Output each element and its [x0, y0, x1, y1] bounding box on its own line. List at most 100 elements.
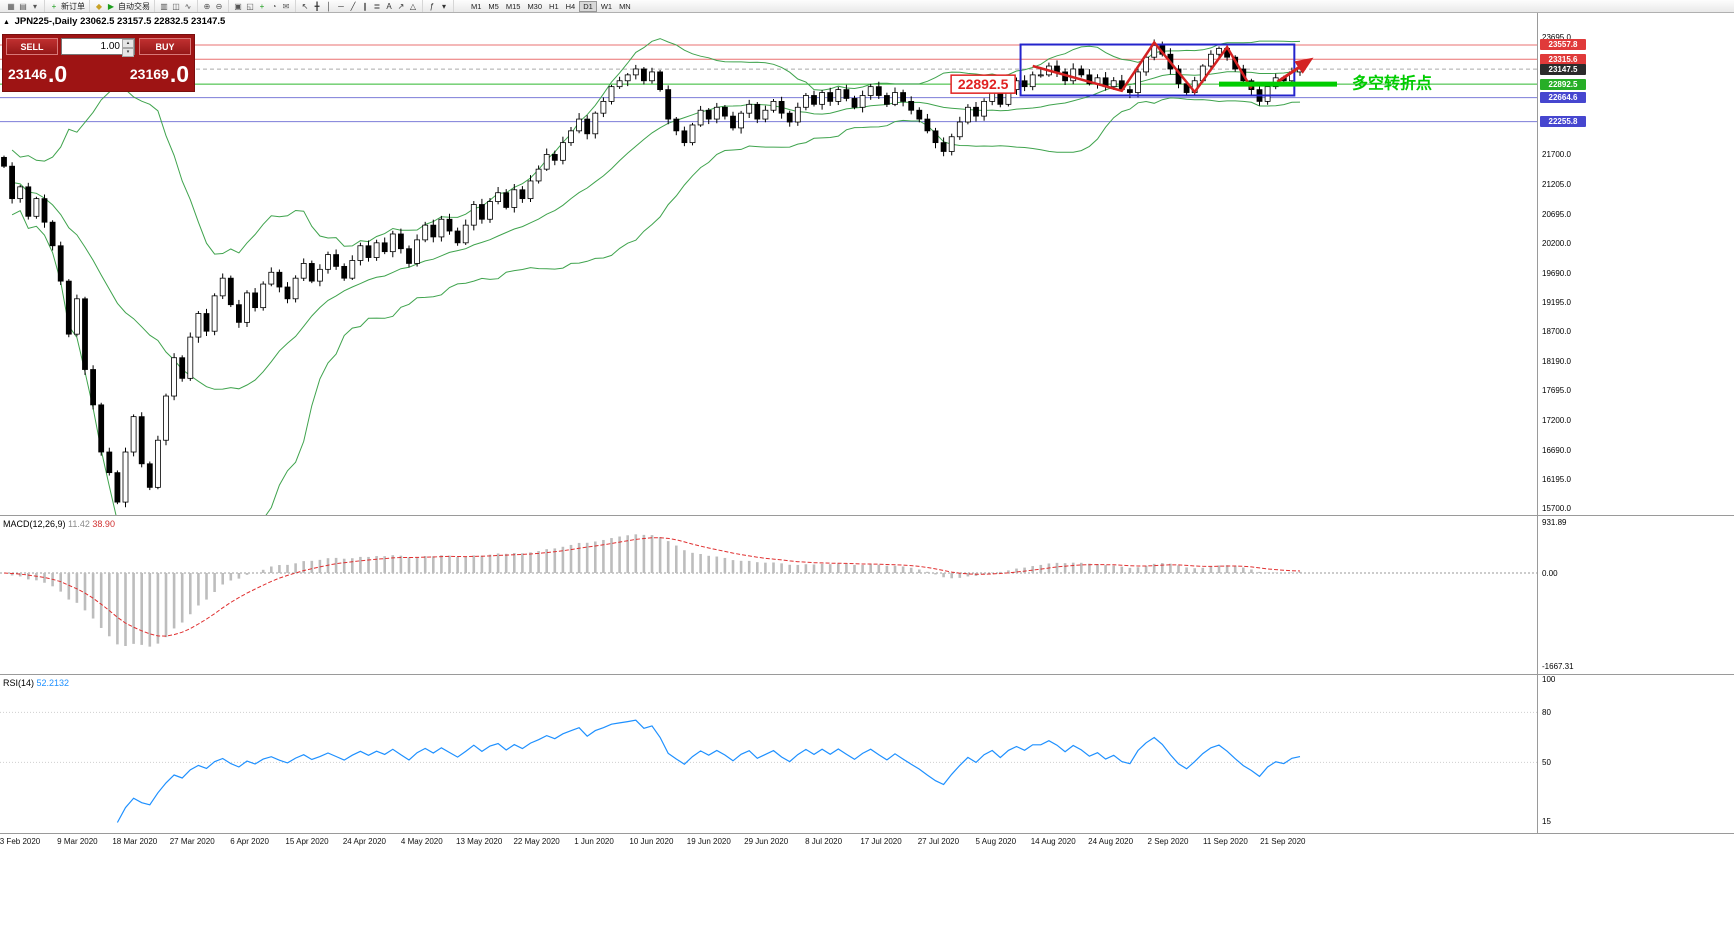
symbol-period-label: JPN225-,Daily [14, 16, 78, 27]
vertical-line-icon[interactable]: │ [326, 1, 332, 11]
mail-icon[interactable]: ✉ [282, 1, 290, 11]
price-axis[interactable]: 23695.0 21700.0 21205.0 20695.0 20200.0 19690… [1538, 13, 1734, 833]
autotrading-label[interactable]: 自动交易 [118, 1, 150, 11]
buy-price: 23169.0 [130, 60, 189, 88]
price-axis-label: 19690.0 [1542, 268, 1571, 278]
bar-chart-icon[interactable]: ▥ [160, 1, 168, 11]
sell-price: 23146.0 [8, 60, 67, 88]
profiles-icon[interactable]: ▤ [19, 1, 27, 11]
timeframe-m1[interactable]: M1 [471, 1, 482, 11]
volume-increase-button[interactable]: ▴ [122, 39, 134, 48]
cursor-icon[interactable]: ↖ [301, 1, 309, 11]
timeframe-mn[interactable]: MN [619, 1, 631, 11]
macd-axis-label: 931.89 [1542, 518, 1567, 527]
buy-arrow[interactable] [1276, 57, 1314, 84]
toolbar-group: ƒ ▾ [423, 0, 454, 12]
one-click-collapse-toggle[interactable]: ▲ [3, 19, 10, 26]
date-axis-label: 9 Mar 2020 [57, 837, 98, 846]
turning-point-note[interactable]: 多空转折点 [1352, 73, 1432, 92]
macd-axis-label: 0.00 [1542, 569, 1558, 578]
buy-button[interactable]: BUY [139, 38, 191, 55]
indicators-icon[interactable]: ƒ [429, 1, 435, 11]
date-axis-label: 24 Apr 2020 [342, 837, 386, 846]
macd-axis-label: -1667.31 [1542, 662, 1574, 671]
rsi-panel-chart[interactable] [0, 675, 1537, 833]
zoom-out-icon[interactable]: ⊖ [215, 1, 223, 11]
main-price-chart[interactable]: 多空转折点 22892.5 [0, 13, 1537, 515]
shapes-icon[interactable]: △ [409, 1, 417, 11]
date-axis-border [0, 833, 1734, 834]
channel-icon[interactable]: ∥ [363, 1, 367, 11]
price-level-badge: 23557.8 [1540, 39, 1586, 51]
volume-input[interactable] [62, 39, 122, 54]
date-axis-label: 8 Jul 2020 [805, 837, 843, 846]
rsi-axis-label: 50 [1542, 758, 1551, 768]
fibonacci-icon[interactable]: ≣ [373, 1, 381, 11]
macd-axis: 931.89 0.00 -1667.31 [1538, 516, 1734, 674]
timeframe-m30[interactable]: M30 [527, 1, 543, 11]
volume-stepper: ▴ ▾ [122, 39, 134, 57]
timeframe-d1[interactable]: D1 [579, 0, 597, 12]
macd-panel-chart[interactable] [0, 516, 1537, 674]
toolbar-group: ↖ ╋ │ ─ ╱ ∥ ≣ A ↗ △ [296, 0, 423, 12]
macd-signal-value: 38.90 [92, 519, 115, 529]
timeframe-w1[interactable]: W1 [600, 1, 613, 11]
date-axis[interactable]: 3 Feb 2020 9 Mar 2020 18 Mar 2020 27 Mar 20… [0, 834, 1537, 850]
text-label-icon[interactable]: A [386, 1, 392, 11]
toolbar-icon-groups: ▦ ▤ ▾ + 新订单 ◆ ▶ 自动交易 ▥ ◫ ∿ ⊕ ⊖ ▣ ◱ + ◔ ✉ ↖ ╋ │ ─ ╱ ∥ ≣ A ↗ △ ƒ ▾ [2, 0, 454, 12]
date-axis-label: 6 Apr 2020 [230, 837, 269, 846]
date-axis-label: 4 May 2020 [400, 837, 443, 846]
price-level-badge: 23315.6 [1540, 53, 1586, 65]
sell-button[interactable]: SELL [6, 38, 58, 55]
date-axis-label: 21 Sep 2020 [1260, 837, 1306, 846]
sell-price-frac: .0 [47, 61, 68, 87]
timeframe-m5[interactable]: M5 [488, 1, 499, 11]
trendline-icon[interactable]: ╱ [350, 1, 356, 11]
line-chart-icon[interactable]: ∿ [184, 1, 192, 11]
toolbar-group: + 新订单 [45, 0, 90, 12]
price-level-badge: 22892.5 [1540, 78, 1586, 90]
date-axis-label: 15 Apr 2020 [285, 837, 329, 846]
profiles-dropdown-icon[interactable]: ▾ [32, 1, 37, 11]
add-indicator-icon[interactable]: + [259, 1, 265, 11]
price-tag-box[interactable] [950, 74, 1016, 94]
date-axis-label: 29 Jun 2020 [744, 837, 789, 846]
price-axis-label: 23695.0 [1542, 32, 1571, 42]
metaeditor-icon[interactable]: ◆ [95, 1, 103, 11]
horizontal-line-icon[interactable]: ─ [338, 1, 344, 11]
toolbar-group: ⊕ ⊖ [198, 0, 229, 12]
date-axis-label: 24 Aug 2020 [1088, 837, 1134, 846]
timeframe-m15[interactable]: M15 [505, 1, 521, 11]
indicators-dropdown-icon[interactable]: ▾ [441, 1, 446, 11]
one-click-trading-panel: SELL ▴ ▾ BUY 23146.0 23169.0 [2, 34, 195, 92]
arrow-object-icon[interactable]: ↗ [397, 1, 405, 11]
price-axis-label: 18700.0 [1542, 327, 1571, 337]
new-chart-icon[interactable]: ▦ [7, 1, 15, 11]
period-clock-icon[interactable]: ◔ [271, 1, 277, 11]
new-order-label[interactable]: 新订单 [61, 1, 85, 11]
cascade-windows-icon[interactable]: ◱ [246, 1, 254, 11]
crosshair-icon[interactable]: ╋ [314, 1, 320, 11]
macd-indicator-label: MACD(12,26,9) 11.42 38.90 [3, 519, 115, 529]
tile-windows-icon[interactable]: ▣ [234, 1, 242, 11]
date-axis-label: 2 Sep 2020 [1147, 837, 1189, 846]
timeframe-h4[interactable]: H4 [565, 1, 576, 11]
ohlc-values: 23062.5 23157.5 22832.5 23147.5 [80, 16, 226, 27]
chart-objects[interactable]: 多空转折点 22892.5 [950, 40, 1432, 97]
price-axis-label: 16690.0 [1542, 445, 1571, 455]
zigzag-trendline[interactable] [1032, 40, 1253, 95]
zoom-in-icon[interactable]: ⊕ [203, 1, 211, 11]
candlestick-chart-icon[interactable]: ◫ [172, 1, 180, 11]
price-axis-label: 17200.0 [1542, 415, 1571, 425]
buy-price-frac: .0 [169, 61, 189, 87]
price-level-badge: 23147.5 [1540, 63, 1586, 75]
new-order-icon[interactable]: + [51, 1, 57, 11]
volume-decrease-button[interactable]: ▾ [122, 48, 134, 57]
price-axis-label: 18190.0 [1542, 357, 1571, 367]
price-axis-label: 21205.0 [1542, 179, 1571, 189]
macd-splitter[interactable] [0, 515, 1734, 516]
rsi-value: 52.2132 [36, 678, 70, 688]
autotrading-icon[interactable]: ▶ [107, 1, 115, 11]
timeframe-h1[interactable]: H1 [549, 1, 559, 11]
rsi-splitter[interactable] [0, 674, 1734, 675]
